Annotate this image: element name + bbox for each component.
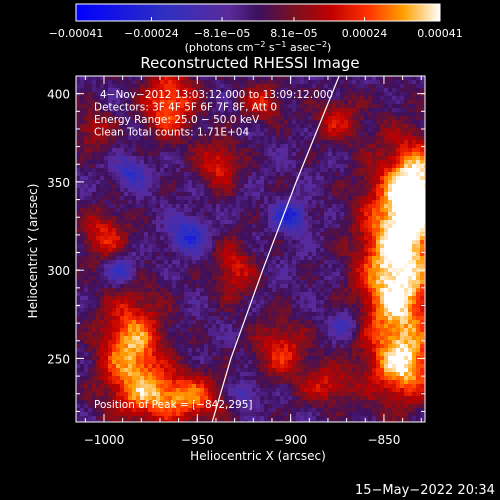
annotation-line: Detectors: 3F 4F 5F 6F 7F 8F, Att 0 xyxy=(94,102,277,114)
x-tick-label: −850 xyxy=(367,433,400,447)
colorbar-tick-label: −0.00024 xyxy=(124,27,179,40)
chart-title: Reconstructed RHESSI Image xyxy=(140,54,359,72)
x-tick-label: −900 xyxy=(274,433,307,447)
colorbar-tick-label: −0.00041 xyxy=(49,27,104,40)
x-tick-label: −1000 xyxy=(84,433,125,447)
colorbar-tick-label: −8.1e−05 xyxy=(194,27,251,40)
y-axis-label: Heliocentric Y (arcsec) xyxy=(26,184,40,319)
heatmap-image xyxy=(76,76,425,422)
annotation-line: Energy Range: 25.0 − 50.0 keV xyxy=(94,114,260,126)
plot-frame xyxy=(75,75,426,423)
peak-position-label: Position of Peak = [−842,295] xyxy=(94,399,253,411)
colorbar-bar xyxy=(75,3,441,22)
axes: −1000 −950 −900 −850 250 300 350 400 xyxy=(47,75,426,447)
annotation-line: Clean Total counts: 1.71E+04 xyxy=(94,127,249,139)
x-tick-label: −950 xyxy=(181,433,214,447)
solar-limb-arc xyxy=(211,76,340,422)
plot-area xyxy=(76,76,425,422)
footer-date: 15−May−2022 20:34 xyxy=(355,483,495,498)
colorbar-tick-label: 8.1e−05 xyxy=(270,27,317,40)
annotation-line: 4−Nov−2012 13:03:12.000 to 13:09:12.000 xyxy=(100,89,333,101)
annotations: 4−Nov−2012 13:03:12.000 to 13:09:12.000D… xyxy=(94,89,333,411)
colorbar-unit-label: (photons cm−2 s−1 asec−2) xyxy=(185,40,332,54)
colorbar-tick-label: 0.00024 xyxy=(342,27,388,40)
y-tick-label: 400 xyxy=(47,88,70,102)
colorbar: −0.00041 −0.00024 −8.1e−05 8.1e−05 0.00024 0.… xyxy=(49,3,463,54)
y-tick-label: 300 xyxy=(47,264,70,278)
x-axis-label: Heliocentric X (arcsec) xyxy=(190,449,326,463)
colorbar-tick-label: 0.00041 xyxy=(417,27,463,40)
y-tick-label: 250 xyxy=(47,352,70,366)
y-tick-label: 350 xyxy=(47,176,70,190)
